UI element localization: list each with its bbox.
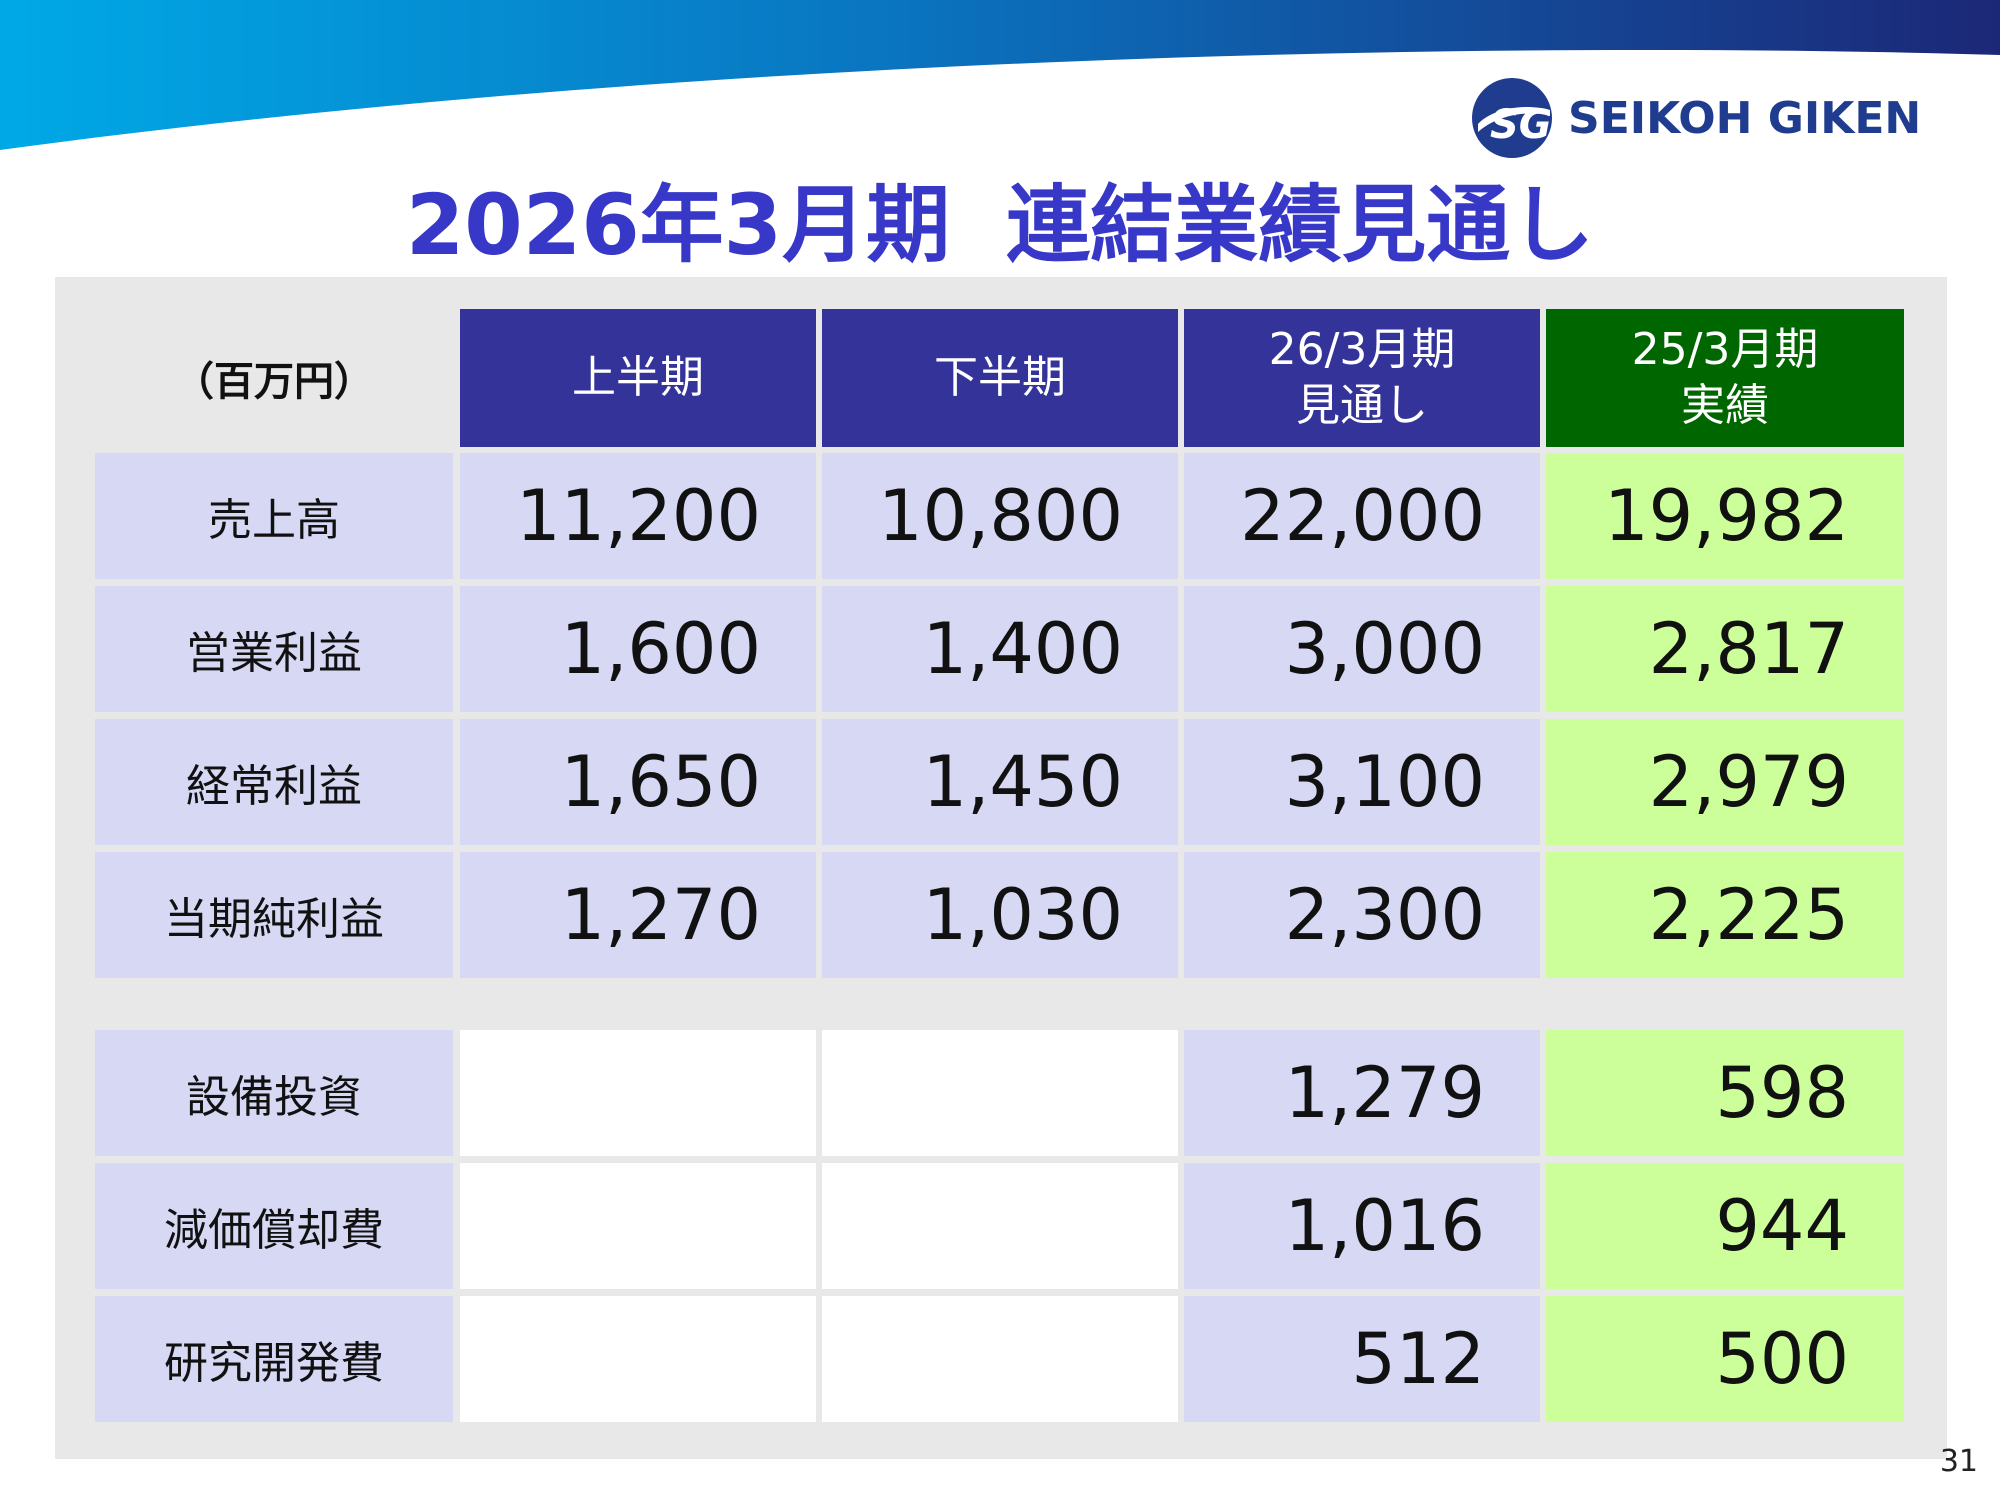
table-cell: 944 bbox=[1546, 1163, 1904, 1289]
table-cell: 2,979 bbox=[1546, 719, 1904, 845]
table-cell: 11,200 bbox=[460, 453, 816, 579]
column-header-forecast: 26/3月期 見通し bbox=[1184, 309, 1540, 447]
row-label-ordinary-profit: 経常利益 bbox=[95, 719, 453, 845]
table-cell: 1,279 bbox=[1184, 1030, 1540, 1156]
table-cell: 1,450 bbox=[822, 719, 1178, 845]
row-label-operating-profit: 営業利益 bbox=[95, 586, 453, 712]
page-number: 31 bbox=[1939, 1444, 1978, 1479]
row-label-capex: 設備投資 bbox=[95, 1030, 453, 1156]
row-label-net-income: 当期純利益 bbox=[95, 852, 453, 978]
title-subject: 連結業績見通し bbox=[1006, 176, 1595, 274]
table-cell: 1,650 bbox=[460, 719, 816, 845]
column-header-text: 上半期 bbox=[572, 352, 704, 403]
empty-cell bbox=[460, 1163, 816, 1289]
table-cell: 22,000 bbox=[1184, 453, 1540, 579]
table-cell: 2,225 bbox=[1546, 852, 1904, 978]
forecast-table-panel: （百万円） 上半期 下半期 26/3月期 見通し 25/3月期 実績 売上高 1… bbox=[55, 277, 1947, 1459]
row-label-depreciation: 減価償却費 bbox=[95, 1163, 453, 1289]
table-cell: 512 bbox=[1184, 1296, 1540, 1422]
column-header-text: 下半期 bbox=[934, 352, 1066, 403]
table-cell: 10,800 bbox=[822, 453, 1178, 579]
empty-cell bbox=[822, 1296, 1178, 1422]
page-title: 2026年3月期 連結業績見通し bbox=[0, 158, 2000, 279]
company-logo: SG SEIKOH GIKEN bbox=[1470, 72, 1921, 164]
table-cell: 500 bbox=[1546, 1296, 1904, 1422]
table-cell: 1,016 bbox=[1184, 1163, 1540, 1289]
table-cell: 19,982 bbox=[1546, 453, 1904, 579]
logo-mark-text: SG bbox=[1490, 102, 1552, 148]
column-header-subtext: 見通し bbox=[1296, 380, 1428, 431]
empty-cell bbox=[460, 1296, 816, 1422]
column-header-actual: 25/3月期 実績 bbox=[1546, 309, 1904, 447]
column-header-subtext: 実績 bbox=[1681, 380, 1769, 431]
table-cell: 1,270 bbox=[460, 852, 816, 978]
sg-logo-icon: SG bbox=[1472, 78, 1552, 158]
table-cell: 1,400 bbox=[822, 586, 1178, 712]
table-cell: 1,600 bbox=[460, 586, 816, 712]
table-cell: 2,300 bbox=[1184, 852, 1540, 978]
column-header-first-half: 上半期 bbox=[460, 309, 816, 447]
column-header-text: 25/3月期 bbox=[1631, 324, 1819, 375]
column-header-text: 26/3月期 bbox=[1268, 324, 1456, 375]
header-swoosh bbox=[0, 0, 2000, 150]
row-label-rnd: 研究開発費 bbox=[95, 1296, 453, 1422]
table-cell: 2,817 bbox=[1546, 586, 1904, 712]
row-label-sales: 売上高 bbox=[95, 453, 453, 579]
table-cell: 598 bbox=[1546, 1030, 1904, 1156]
table-cell: 3,100 bbox=[1184, 719, 1540, 845]
column-header-second-half: 下半期 bbox=[822, 309, 1178, 447]
empty-cell bbox=[460, 1030, 816, 1156]
table-cell: 3,000 bbox=[1184, 586, 1540, 712]
unit-label: （百万円） bbox=[174, 359, 374, 405]
logo-text: SEIKOH GIKEN bbox=[1568, 92, 1922, 144]
empty-cell bbox=[822, 1163, 1178, 1289]
table-cell: 1,030 bbox=[822, 852, 1178, 978]
title-period: 2026年3月期 bbox=[405, 176, 951, 274]
empty-cell bbox=[822, 1030, 1178, 1156]
